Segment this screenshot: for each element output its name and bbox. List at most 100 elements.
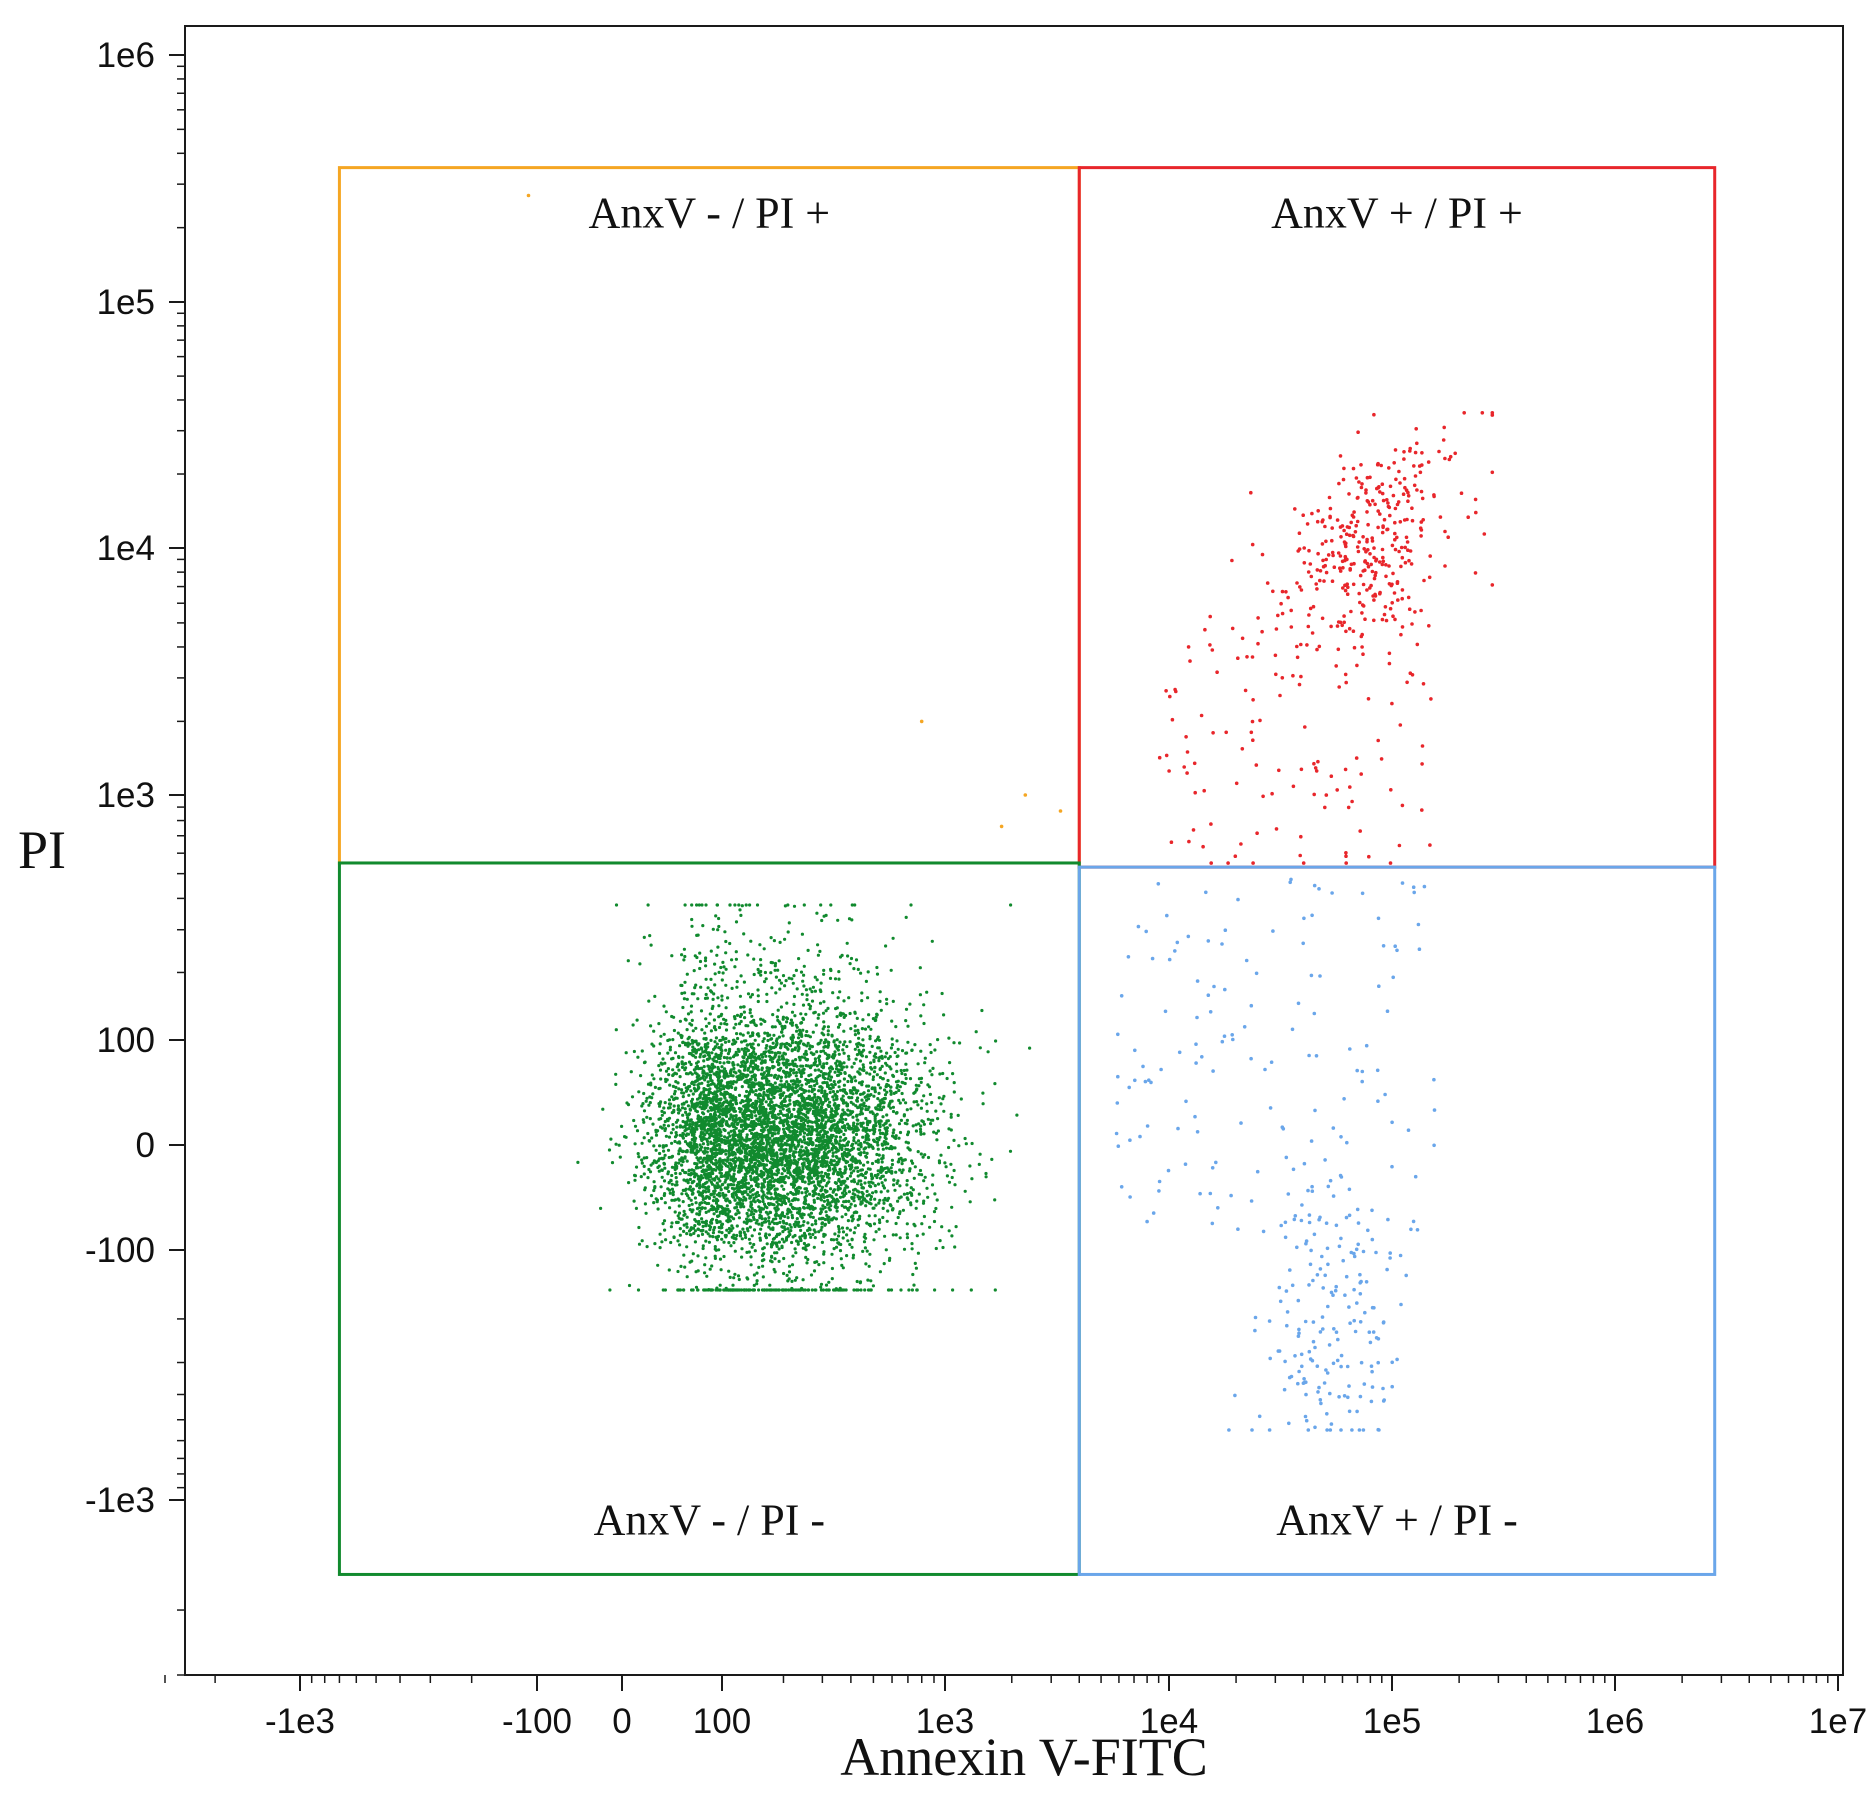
- data-point: [748, 903, 752, 907]
- data-point: [853, 1226, 857, 1230]
- data-point: [796, 1242, 800, 1246]
- data-point: [734, 1237, 738, 1241]
- data-point: [687, 1127, 691, 1131]
- data-point: [830, 1218, 834, 1222]
- data-point: [905, 1179, 909, 1183]
- data-point: [808, 1228, 812, 1232]
- data-point: [952, 1138, 956, 1142]
- data-point: [846, 1108, 850, 1112]
- data-point: [637, 1155, 641, 1159]
- data-point: [672, 1235, 676, 1239]
- data-point: [871, 1017, 876, 1021]
- data-point: [710, 1079, 714, 1083]
- data-point: [720, 1231, 724, 1235]
- data-point: [883, 1178, 887, 1182]
- data-point: [894, 1170, 898, 1174]
- data-point: [760, 1223, 764, 1227]
- data-point: [878, 1170, 883, 1174]
- data-point: [864, 1107, 868, 1112]
- data-point: [676, 1214, 680, 1218]
- data-point: [783, 1052, 788, 1056]
- data-point: [928, 1069, 932, 1073]
- data-point: [835, 1006, 839, 1010]
- data-point: [741, 1128, 745, 1132]
- data-point: [678, 1133, 682, 1137]
- data-point: [761, 1055, 765, 1059]
- data-point: [981, 1102, 985, 1106]
- data-point: [781, 1015, 786, 1019]
- data-point: [768, 1050, 772, 1054]
- data-point: [754, 1114, 758, 1118]
- data-point: [910, 1247, 914, 1251]
- data-point: [931, 1173, 935, 1177]
- data-point: [716, 928, 720, 932]
- data-point: [734, 1050, 738, 1054]
- data-point: [823, 1147, 827, 1151]
- data-point: [703, 1206, 707, 1210]
- data-point: [746, 1214, 750, 1218]
- data-point: [778, 987, 782, 991]
- data-point: [658, 1151, 662, 1156]
- data-point: [662, 1149, 666, 1153]
- data-point: [725, 1228, 729, 1232]
- data-point: [878, 1086, 883, 1090]
- data-point: [801, 1064, 805, 1068]
- data-point: [758, 1084, 762, 1088]
- data-point: [741, 1227, 745, 1231]
- data-point: [844, 1117, 848, 1122]
- data-point: [706, 986, 710, 990]
- data-point: [792, 1002, 796, 1007]
- data-point: [984, 1171, 988, 1176]
- data-point: [790, 977, 794, 981]
- data-point: [871, 1077, 875, 1082]
- data-point: [922, 1094, 926, 1098]
- data-point: [923, 1175, 927, 1179]
- data-point: [847, 1190, 852, 1194]
- data-point: [806, 1243, 810, 1247]
- data-point: [746, 1144, 750, 1148]
- data-point: [728, 1134, 732, 1138]
- data-point: [727, 1081, 731, 1085]
- data-point: [680, 1034, 684, 1038]
- data-point: [848, 1040, 852, 1044]
- data-point: [718, 1185, 722, 1189]
- data-point: [829, 1187, 833, 1191]
- data-point: [762, 1202, 767, 1206]
- data-point: [859, 1288, 863, 1292]
- data-point: [839, 1183, 843, 1187]
- data-point: [674, 1171, 678, 1175]
- data-point: [839, 1114, 843, 1118]
- data-point: [770, 1288, 774, 1292]
- data-point: [728, 1047, 732, 1051]
- data-point: [745, 1211, 749, 1216]
- data-point: [752, 1273, 757, 1277]
- data-point: [820, 1225, 824, 1229]
- data-point: [845, 1254, 849, 1258]
- data-point: [833, 1102, 837, 1106]
- data-point: [712, 1228, 716, 1232]
- data-point: [850, 1111, 854, 1115]
- data-point: [907, 1288, 911, 1292]
- data-point: [936, 1038, 940, 1042]
- data-point: [891, 1131, 895, 1135]
- data-point: [672, 1110, 676, 1114]
- data-point: [684, 1072, 689, 1076]
- data-point: [640, 1161, 644, 1165]
- data-point: [1015, 1113, 1019, 1117]
- data-point: [740, 1047, 744, 1051]
- data-point: [818, 949, 822, 954]
- data-point: [760, 1171, 765, 1175]
- data-point: [695, 1110, 700, 1114]
- data-point: [653, 994, 657, 999]
- data-point: [818, 1114, 823, 1118]
- data-point: [871, 1206, 875, 1210]
- data-point: [698, 1095, 702, 1099]
- data-point: [704, 1169, 708, 1173]
- data-point: [923, 1056, 927, 1060]
- data-point: [658, 1104, 662, 1108]
- data-point: [776, 1141, 780, 1145]
- data-point: [875, 965, 879, 970]
- data-point: [844, 1147, 848, 1151]
- data-point: [623, 1135, 627, 1139]
- data-point: [800, 1191, 804, 1195]
